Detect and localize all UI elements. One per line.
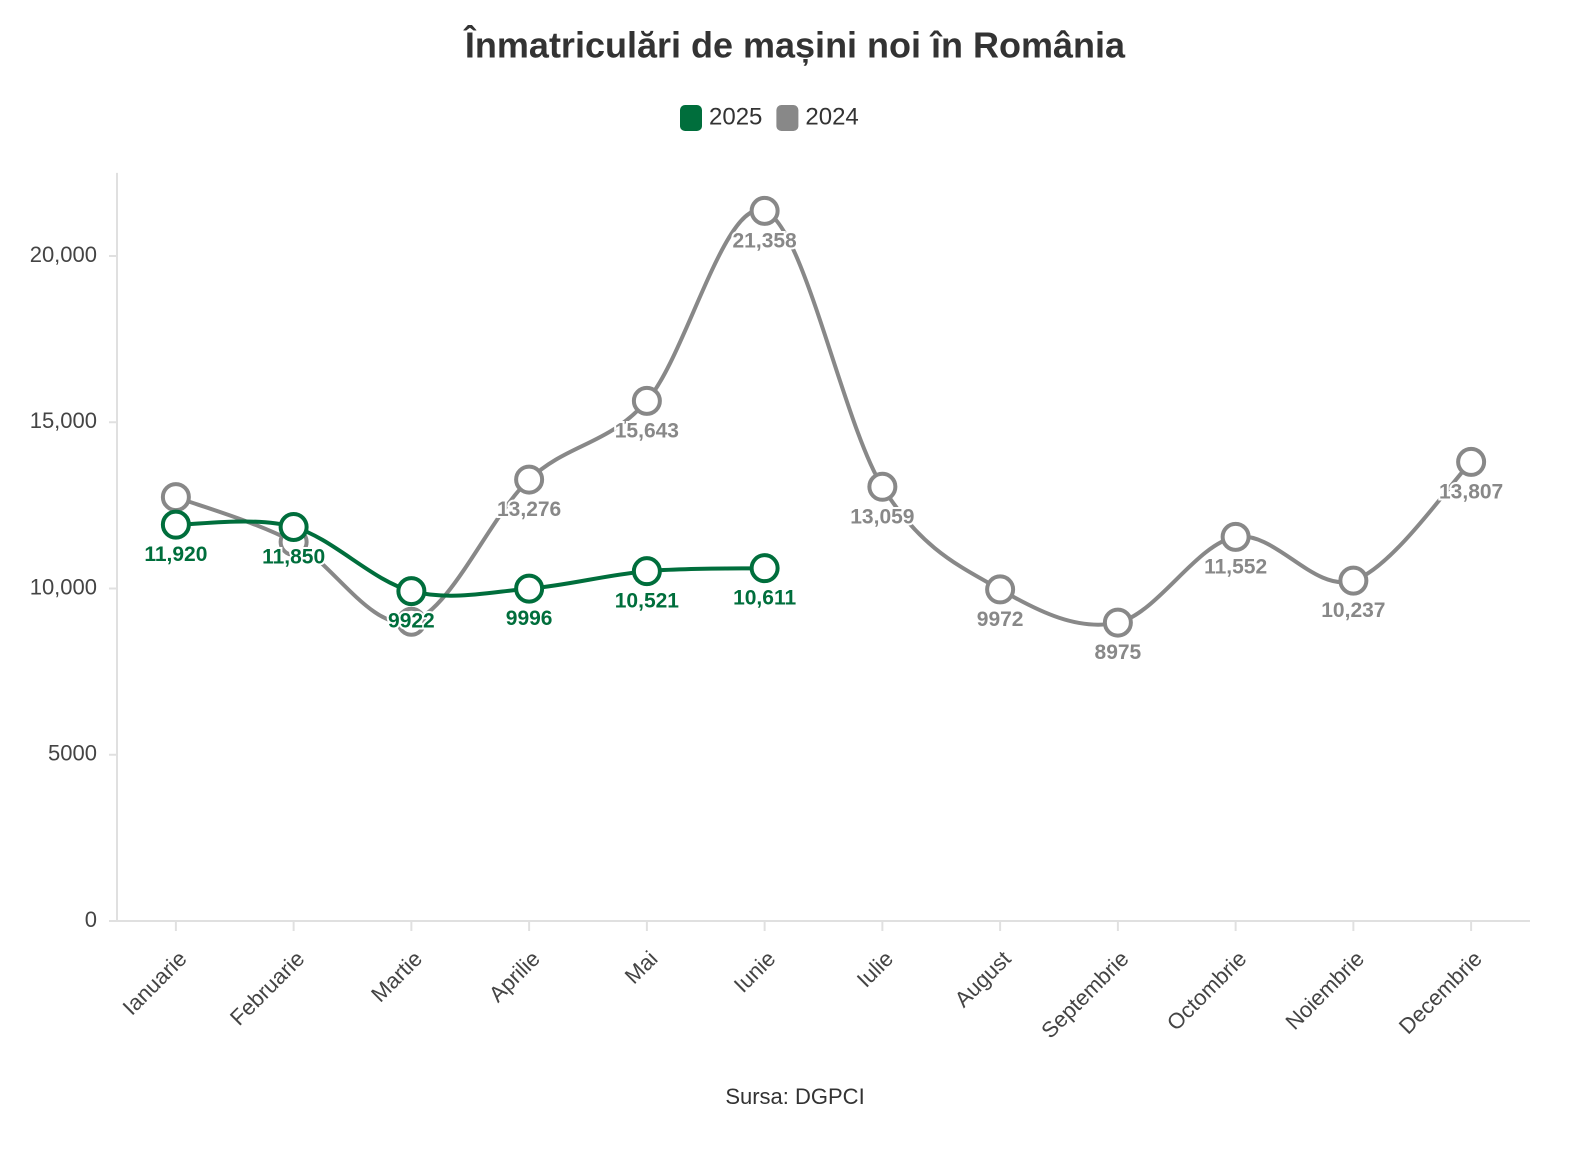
point [749, 553, 780, 584]
x-tick-label: August [950, 946, 1016, 1012]
x-tick-label: Decembrie [1394, 946, 1487, 1039]
series-line [175, 208, 1473, 627]
legend-swatch [776, 105, 799, 131]
point [514, 573, 545, 604]
legend-label: 2025 [709, 103, 762, 130]
data-label: 13,276 [497, 498, 561, 521]
data-label: 10,237 [1321, 599, 1385, 622]
point [396, 576, 427, 607]
data-label: 11,920 [144, 543, 207, 566]
data-label: 8975 [1095, 641, 1142, 664]
y-tick-label: 20,000 [30, 242, 97, 267]
point [1102, 607, 1133, 638]
data-label: 21,358 [733, 229, 798, 252]
x-tick-label: Octombrie [1162, 946, 1251, 1035]
y-tick-label: 5000 [48, 741, 97, 766]
x-tick-label: Iulie [852, 946, 898, 992]
point [867, 471, 898, 502]
x-tick-label: Septembrie [1036, 946, 1133, 1043]
y-tick-label: 10,000 [30, 574, 97, 599]
point [160, 482, 191, 513]
point [396, 606, 427, 637]
point [631, 385, 662, 416]
data-label: 10,611 [733, 587, 796, 610]
legend-label: 2024 [805, 103, 858, 130]
point [631, 556, 662, 587]
point [1338, 565, 1369, 596]
x-tick-label: Iunie [729, 946, 780, 997]
data-label: 13,807 [1439, 480, 1503, 503]
data-label: 9922 [388, 610, 435, 633]
data-label: 15,643 [615, 419, 679, 442]
x-tick-label: Aprilie [484, 946, 545, 1007]
data-label: 13,059 [850, 505, 914, 528]
data-label: 11,850 [262, 546, 325, 569]
data-label: 9996 [506, 607, 553, 630]
x-tick-label: Ianuarie [118, 946, 192, 1020]
data-label: 11,552 [1204, 555, 1267, 578]
x-tick-label: Mai [620, 946, 663, 989]
point [985, 574, 1016, 605]
legend-swatch [680, 105, 702, 131]
point [1220, 521, 1251, 552]
y-tick-label: 15,000 [30, 408, 97, 433]
x-tick-label: Noiembrie [1280, 946, 1369, 1035]
point [749, 195, 780, 226]
point [278, 511, 309, 542]
source: Sursa: DGPCI [725, 1084, 864, 1109]
point [514, 464, 545, 495]
point [160, 509, 191, 540]
x-tick-label: Martie [366, 946, 427, 1007]
chart-title: Înmatriculări de mașini noi în România [463, 24, 1126, 66]
y-tick-label: 0 [85, 907, 97, 932]
point [1456, 446, 1487, 477]
x-tick-label: Februarie [225, 946, 309, 1030]
data-label: 9972 [977, 608, 1024, 631]
data-label: 10,521 [615, 590, 680, 613]
